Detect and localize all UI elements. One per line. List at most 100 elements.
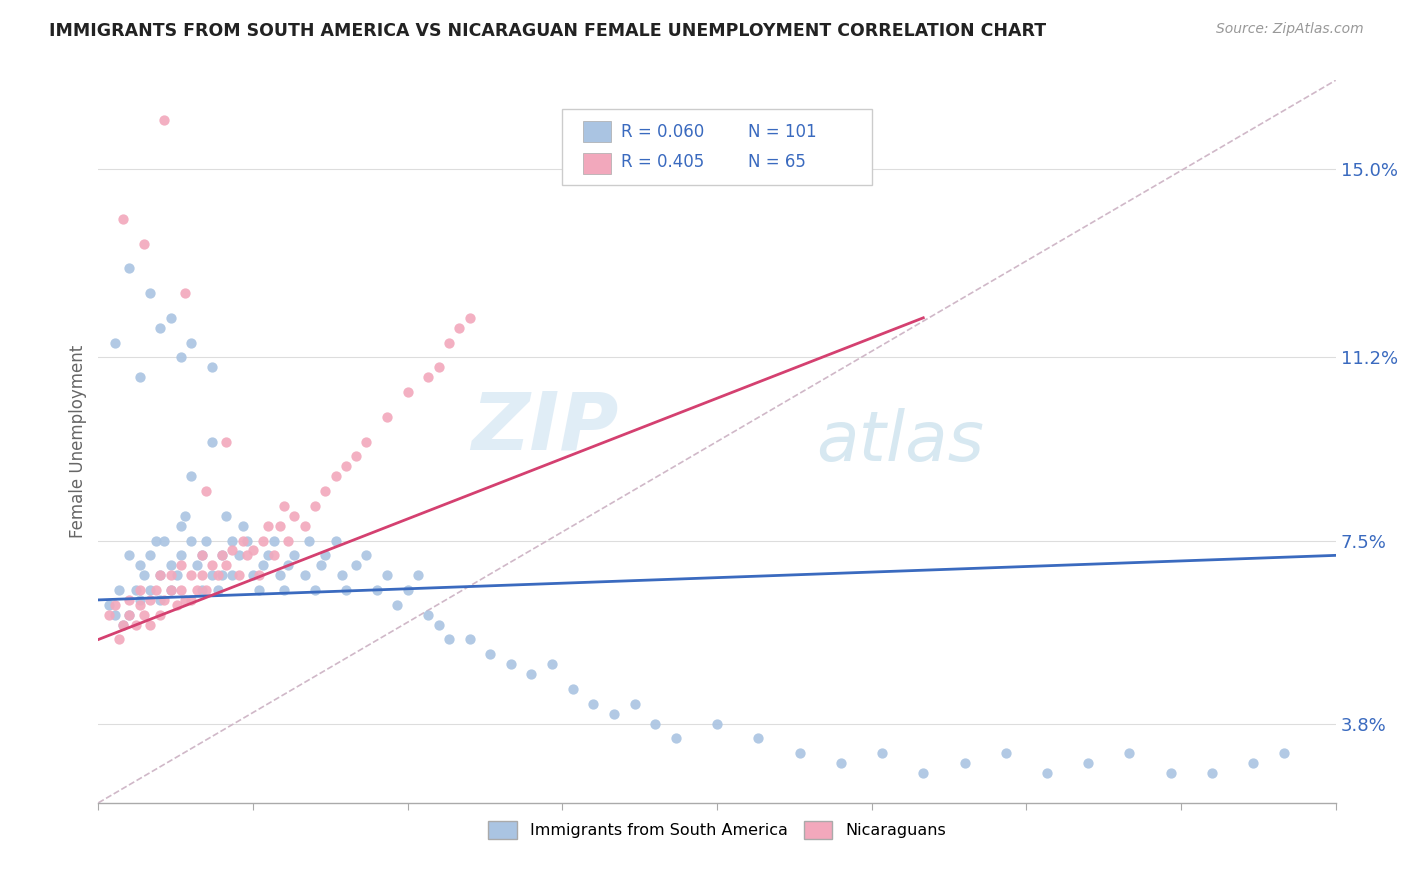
Point — [166, 598, 188, 612]
Point — [112, 617, 135, 632]
Point — [190, 582, 212, 597]
Point — [256, 549, 278, 563]
Point — [344, 450, 367, 464]
Point — [149, 607, 172, 622]
Point — [277, 533, 299, 548]
Point — [139, 582, 162, 597]
Point — [180, 568, 202, 582]
Point — [269, 518, 291, 533]
Point — [180, 593, 202, 607]
Point — [221, 533, 243, 548]
Point — [789, 747, 811, 761]
Point — [153, 533, 176, 548]
Point — [479, 648, 502, 662]
Point — [335, 459, 357, 474]
Point — [128, 598, 150, 612]
Point — [1272, 747, 1295, 761]
Point — [263, 549, 285, 563]
Point — [128, 582, 150, 597]
Point — [190, 549, 212, 563]
Point — [294, 568, 316, 582]
Point — [174, 593, 197, 607]
Point — [236, 533, 259, 548]
Point — [174, 508, 197, 523]
Point — [1201, 766, 1223, 780]
Y-axis label: Female Unemployment: Female Unemployment — [69, 345, 87, 538]
Point — [706, 716, 728, 731]
Point — [1118, 747, 1140, 761]
Point — [335, 582, 357, 597]
Point — [644, 716, 666, 731]
Point — [344, 558, 367, 573]
Point — [427, 617, 450, 632]
Point — [953, 756, 976, 771]
Point — [499, 657, 522, 672]
Point — [665, 731, 688, 746]
Point — [582, 697, 605, 711]
Point — [252, 558, 274, 573]
Point — [236, 549, 259, 563]
Point — [108, 632, 131, 647]
Text: N = 101: N = 101 — [748, 122, 817, 141]
Point — [201, 360, 224, 375]
Point — [449, 320, 471, 334]
Point — [232, 533, 254, 548]
Point — [186, 582, 208, 597]
Point — [256, 518, 278, 533]
Point — [211, 549, 233, 563]
Point — [356, 549, 378, 563]
Point — [418, 607, 440, 622]
Point — [912, 766, 935, 780]
Point — [277, 558, 299, 573]
Point — [375, 568, 398, 582]
Point — [541, 657, 564, 672]
Point — [458, 310, 481, 325]
Point — [194, 483, 217, 498]
Text: N = 65: N = 65 — [748, 153, 806, 171]
FancyBboxPatch shape — [583, 120, 610, 143]
Text: R = 0.405: R = 0.405 — [620, 153, 704, 171]
Point — [112, 211, 135, 226]
Point — [170, 582, 193, 597]
Point — [211, 549, 233, 563]
Point — [387, 598, 409, 612]
Point — [194, 582, 217, 597]
Point — [221, 568, 243, 582]
Point — [118, 607, 141, 622]
Point — [104, 607, 127, 622]
Point — [201, 434, 224, 449]
FancyBboxPatch shape — [583, 153, 610, 174]
Point — [166, 568, 188, 582]
Point — [149, 568, 172, 582]
Point — [221, 543, 243, 558]
Point — [139, 617, 162, 632]
Point — [97, 607, 120, 622]
Point — [294, 518, 316, 533]
Point — [180, 335, 202, 350]
Point — [304, 499, 326, 513]
Point — [283, 549, 305, 563]
Point — [97, 598, 120, 612]
Point — [215, 434, 238, 449]
Text: IMMIGRANTS FROM SOUTH AMERICA VS NICARAGUAN FEMALE UNEMPLOYMENT CORRELATION CHAR: IMMIGRANTS FROM SOUTH AMERICA VS NICARAG… — [49, 22, 1046, 40]
Point — [325, 469, 347, 483]
Point — [603, 706, 626, 721]
Point — [108, 582, 131, 597]
Point — [118, 607, 141, 622]
Point — [174, 286, 197, 301]
Point — [118, 593, 141, 607]
Point — [180, 469, 202, 483]
Point — [273, 582, 295, 597]
Point — [201, 568, 224, 582]
Point — [228, 549, 250, 563]
Point — [325, 533, 347, 548]
Text: atlas: atlas — [815, 408, 984, 475]
Point — [437, 632, 460, 647]
Point — [994, 747, 1017, 761]
Point — [132, 607, 155, 622]
Point — [194, 533, 217, 548]
Point — [247, 582, 270, 597]
Point — [190, 568, 212, 582]
Text: Source: ZipAtlas.com: Source: ZipAtlas.com — [1216, 22, 1364, 37]
Point — [132, 236, 155, 251]
